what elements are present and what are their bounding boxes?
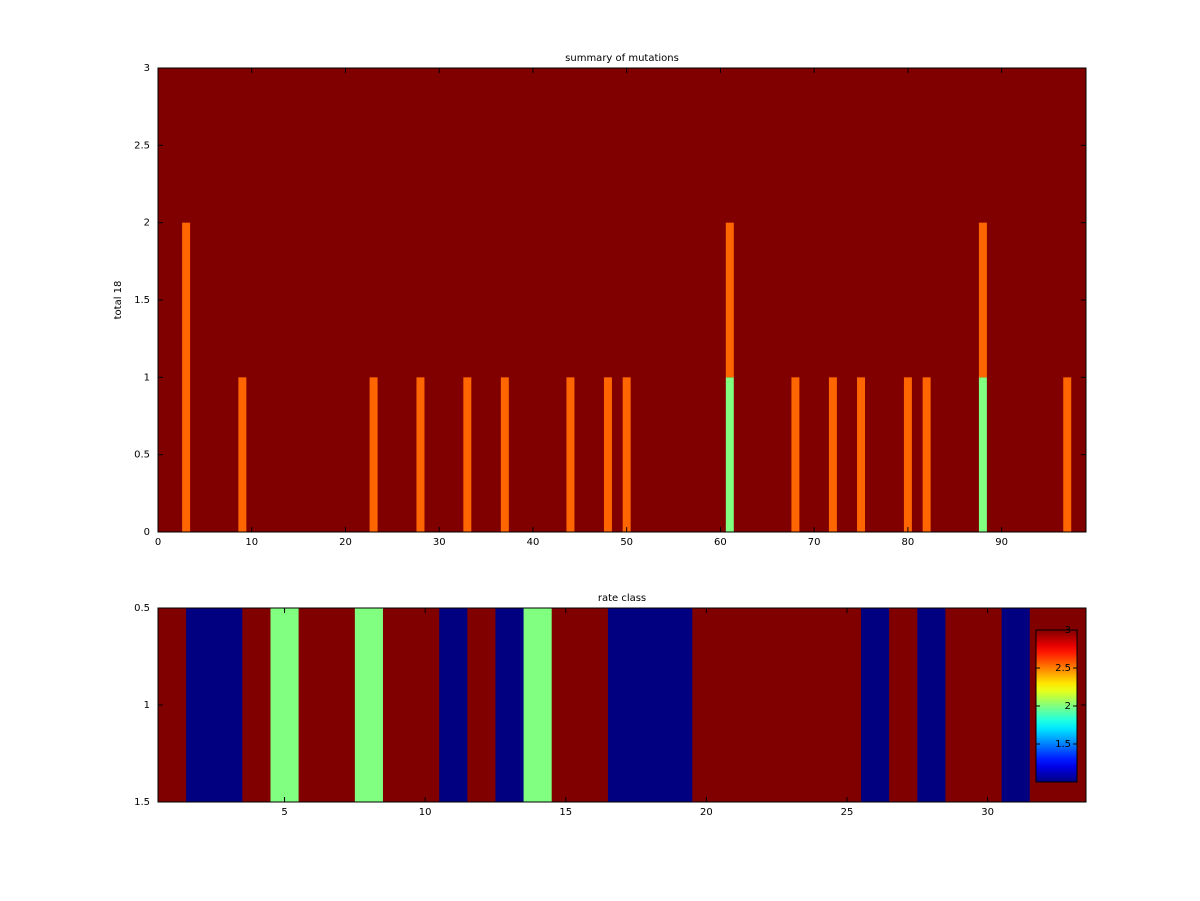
y-tick-label: 0 <box>144 527 150 538</box>
bar-segment <box>566 377 575 532</box>
bar-segment <box>725 222 734 378</box>
bar-segment <box>828 377 837 532</box>
bar-segment <box>725 377 734 532</box>
x-tick-label: 70 <box>808 537 821 548</box>
colorbar-tick-label: 1.5 <box>1055 739 1071 750</box>
heatmap-cell <box>270 608 300 802</box>
heatmap-cell <box>551 608 581 802</box>
heatmap-cell <box>242 608 271 802</box>
y-tick-label: 2.5 <box>134 140 150 151</box>
chart-title: rate class <box>598 593 646 604</box>
heatmap-cell <box>354 608 384 802</box>
x-tick-label: 30 <box>433 537 446 548</box>
heatmap-cell <box>579 608 609 802</box>
x-tick-label: 0 <box>155 537 161 548</box>
heatmap-cell <box>214 608 243 802</box>
bar-segment <box>238 377 247 532</box>
heatmap-cell <box>495 608 525 802</box>
bar-segment <box>978 377 987 532</box>
chart-title: summary of mutations <box>565 53 679 64</box>
y-tick-label: 0.5 <box>134 603 150 614</box>
heatmap-cell <box>945 608 975 802</box>
heatmap-cell <box>382 608 412 802</box>
heatmap-cell <box>439 608 468 802</box>
heatmap-cell <box>861 608 890 802</box>
bar-segment <box>369 377 378 532</box>
heatmap-cell <box>832 608 862 802</box>
heatmap-cell <box>664 608 693 802</box>
x-tick-label: 50 <box>620 537 633 548</box>
plot-area <box>158 68 1086 532</box>
bar-segment <box>791 377 800 532</box>
y-tick-label: 3 <box>144 63 150 74</box>
heatmap-cell <box>326 608 356 802</box>
x-tick-label: 60 <box>714 537 727 548</box>
heatmap-cell <box>607 608 637 802</box>
x-tick-label: 20 <box>339 537 352 548</box>
y-axis-label: total 18 <box>113 281 124 320</box>
bar-segment <box>978 222 987 378</box>
bar-segment <box>903 377 912 532</box>
bar-segment <box>603 377 612 532</box>
bar-segment <box>857 377 866 532</box>
heatmap-cell <box>776 608 806 802</box>
heatmap-cell <box>467 608 496 802</box>
heatmap-cell <box>804 608 834 802</box>
bar-segment <box>622 377 631 532</box>
bar-segment <box>922 377 931 532</box>
x-tick-label: 90 <box>995 537 1008 548</box>
bar-segment <box>1063 377 1072 532</box>
x-tick-label: 20 <box>700 807 713 818</box>
bar-segment <box>500 377 509 532</box>
colorbar-tick-label: 3 <box>1065 625 1071 636</box>
heatmap-cell <box>917 608 946 802</box>
x-tick-label: 80 <box>902 537 915 548</box>
x-tick-label: 10 <box>245 537 258 548</box>
y-tick-label: 1.5 <box>134 797 150 808</box>
heatmap-cell <box>889 608 918 802</box>
heatmap-cell <box>186 608 215 802</box>
y-tick-label: 1.5 <box>134 295 150 306</box>
bar-segment <box>463 377 472 532</box>
heatmap-cell <box>1001 608 1031 802</box>
heatmap-cell <box>748 608 778 802</box>
x-tick-label: 25 <box>841 807 854 818</box>
y-tick-label: 0.5 <box>134 450 150 461</box>
heatmap-cell <box>973 608 1003 802</box>
heatmap-cell <box>298 608 328 802</box>
y-tick-label: 1 <box>144 700 150 711</box>
x-tick-label: 15 <box>559 807 572 818</box>
x-tick-label: 10 <box>419 807 432 818</box>
bar-segment <box>416 377 425 532</box>
colorbar-tick-label: 2 <box>1065 701 1071 712</box>
heatmap-cell <box>692 608 721 802</box>
heatmap-cell <box>636 608 665 802</box>
heatmap-cell <box>720 608 750 802</box>
x-tick-label: 30 <box>981 807 994 818</box>
x-tick-label: 5 <box>281 807 287 818</box>
x-tick-label: 40 <box>527 537 540 548</box>
heatmap-cell <box>411 608 440 802</box>
y-tick-label: 2 <box>144 218 150 229</box>
heatmap-cell <box>523 608 553 802</box>
y-tick-label: 1 <box>144 372 150 383</box>
colorbar-tick-label: 2.5 <box>1055 663 1071 674</box>
bar-segment <box>182 222 191 532</box>
